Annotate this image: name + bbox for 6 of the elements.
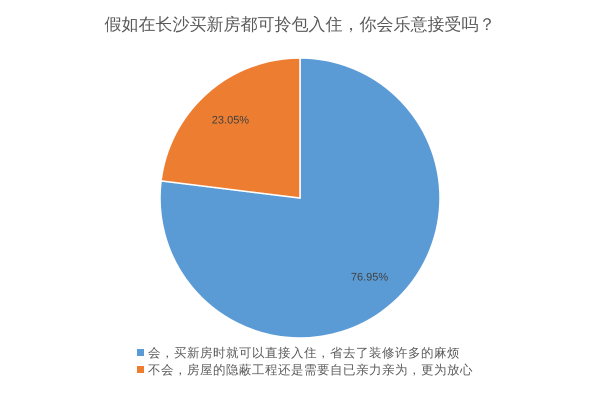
data-label: 76.95% [350,272,388,284]
legend-label: 不会，房屋的隐蔽工程还是需要自已亲力亲为，更为放心 [148,362,473,377]
chart-title: 假如在长沙买新房都可拎包入住，你会乐意接受吗？ [104,15,496,34]
pie-slice [159,57,441,339]
data-label: 23.05% [212,114,250,126]
legend-label: 会，买新房时就可以直接入住，省去了装修许多的麻烦 [148,345,460,360]
